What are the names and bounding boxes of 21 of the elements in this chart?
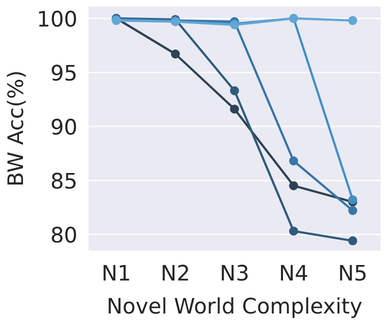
point [289, 181, 298, 190]
y-tick-label: 95 [50, 61, 78, 86]
y-tick-label: 85 [50, 169, 78, 194]
point [348, 16, 358, 26]
y-tick-label: 100 [36, 7, 78, 32]
point [348, 206, 358, 216]
point [230, 86, 239, 96]
x-tick-label: N1 [102, 262, 132, 286]
x-tick-label: N2 [160, 262, 190, 286]
x-tick-label: N5 [338, 262, 368, 286]
point [170, 50, 180, 58]
y-tick-label: 80 [50, 223, 78, 248]
point [289, 156, 298, 166]
point [348, 236, 358, 246]
y-tick-label: 90 [50, 115, 78, 140]
x-tick-label: N4 [278, 262, 308, 286]
y-axis-title: BW Acc(%) [4, 70, 29, 187]
x-axis-title: Novel World Complexity [106, 294, 362, 320]
point [289, 226, 298, 236]
point [230, 104, 239, 114]
x-tick-label: N3 [220, 262, 250, 286]
